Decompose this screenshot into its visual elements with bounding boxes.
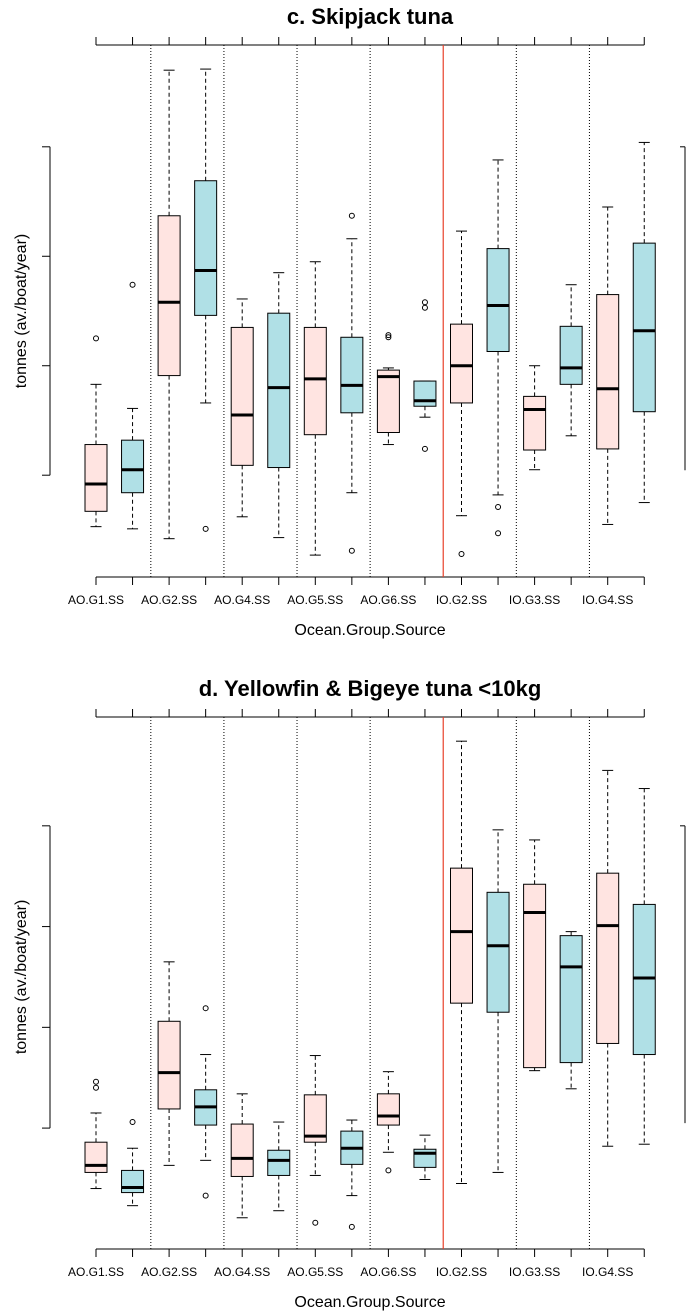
box: [376, 1093, 400, 1126]
outlier: [129, 281, 136, 288]
x-tick-label: AO.G4.SS: [214, 593, 270, 607]
x-axis-label: Ocean.Group.Source: [294, 1294, 445, 1311]
outlier: [129, 1119, 136, 1126]
box: [267, 1149, 291, 1176]
x-tick-label: AO.G5.SS: [287, 1265, 343, 1279]
outlier: [202, 1192, 209, 1199]
outlier: [421, 304, 428, 311]
outlier: [93, 1084, 99, 1091]
box: [303, 326, 327, 436]
x-tick-label: AO.G2.SS: [141, 593, 197, 607]
chart-title: c. Skipjack tuna: [287, 4, 454, 29]
x-tick-label: IO.G3.SS: [509, 1265, 560, 1279]
outlier: [202, 525, 209, 532]
outlier: [93, 335, 99, 342]
outlier: [421, 299, 428, 306]
outlier: [458, 551, 465, 558]
outlier: [348, 1223, 355, 1230]
box: [303, 1094, 327, 1143]
box: [450, 323, 473, 404]
x-tick-label: AO.G1.SS: [68, 593, 124, 607]
box: [230, 1123, 254, 1177]
box: [230, 326, 254, 466]
box: [376, 369, 400, 434]
box: [121, 439, 145, 494]
x-tick-label: AO.G6.SS: [360, 1265, 416, 1279]
outlier: [93, 1078, 99, 1085]
box: [486, 891, 510, 1013]
box: [596, 294, 620, 450]
box: [450, 867, 473, 1004]
box: [194, 180, 218, 316]
box: [121, 1169, 145, 1194]
box: [596, 872, 620, 1044]
x-tick-label: AO.G5.SS: [287, 593, 343, 607]
box: [267, 312, 291, 469]
x-tick-label: AO.G4.SS: [214, 1265, 270, 1279]
x-tick-label: IO.G4.SS: [582, 1265, 633, 1279]
box: [413, 380, 437, 407]
outlier: [348, 212, 355, 219]
box: [559, 325, 583, 385]
outlier: [385, 1167, 392, 1174]
outlier: [495, 530, 502, 537]
outlier: [385, 332, 392, 339]
outlier: [202, 1005, 209, 1012]
box: [84, 444, 108, 512]
outlier: [385, 334, 392, 341]
x-tick-label: IO.G4.SS: [582, 593, 633, 607]
box: [632, 903, 656, 1056]
box: [632, 242, 656, 413]
box: [84, 1141, 108, 1173]
x-axis-label: Ocean.Group.Source: [294, 622, 445, 639]
box: [157, 1020, 181, 1110]
chart-title: d. Yellowfin & Bigeye tuna <10kg: [199, 676, 542, 701]
y-axis-label: tonnes (av./boat/year): [13, 234, 30, 388]
x-tick-label: IO.G2.SS: [436, 593, 487, 607]
box: [486, 248, 510, 353]
outlier: [421, 445, 428, 452]
box: [523, 395, 547, 451]
outlier: [495, 503, 502, 510]
x-tick-label: AO.G6.SS: [360, 593, 416, 607]
outlier: [312, 1219, 319, 1226]
x-tick-label: IO.G2.SS: [436, 1265, 487, 1279]
box: [559, 935, 583, 1064]
box: [340, 336, 364, 414]
x-tick-label: AO.G2.SS: [141, 1265, 197, 1279]
box: [523, 883, 547, 1069]
outlier: [348, 547, 355, 554]
box: [157, 215, 181, 377]
x-tick-label: IO.G3.SS: [509, 593, 560, 607]
y-axis-label: tonnes (av./boat/year): [13, 900, 30, 1054]
x-tick-label: AO.G1.SS: [68, 1265, 124, 1279]
